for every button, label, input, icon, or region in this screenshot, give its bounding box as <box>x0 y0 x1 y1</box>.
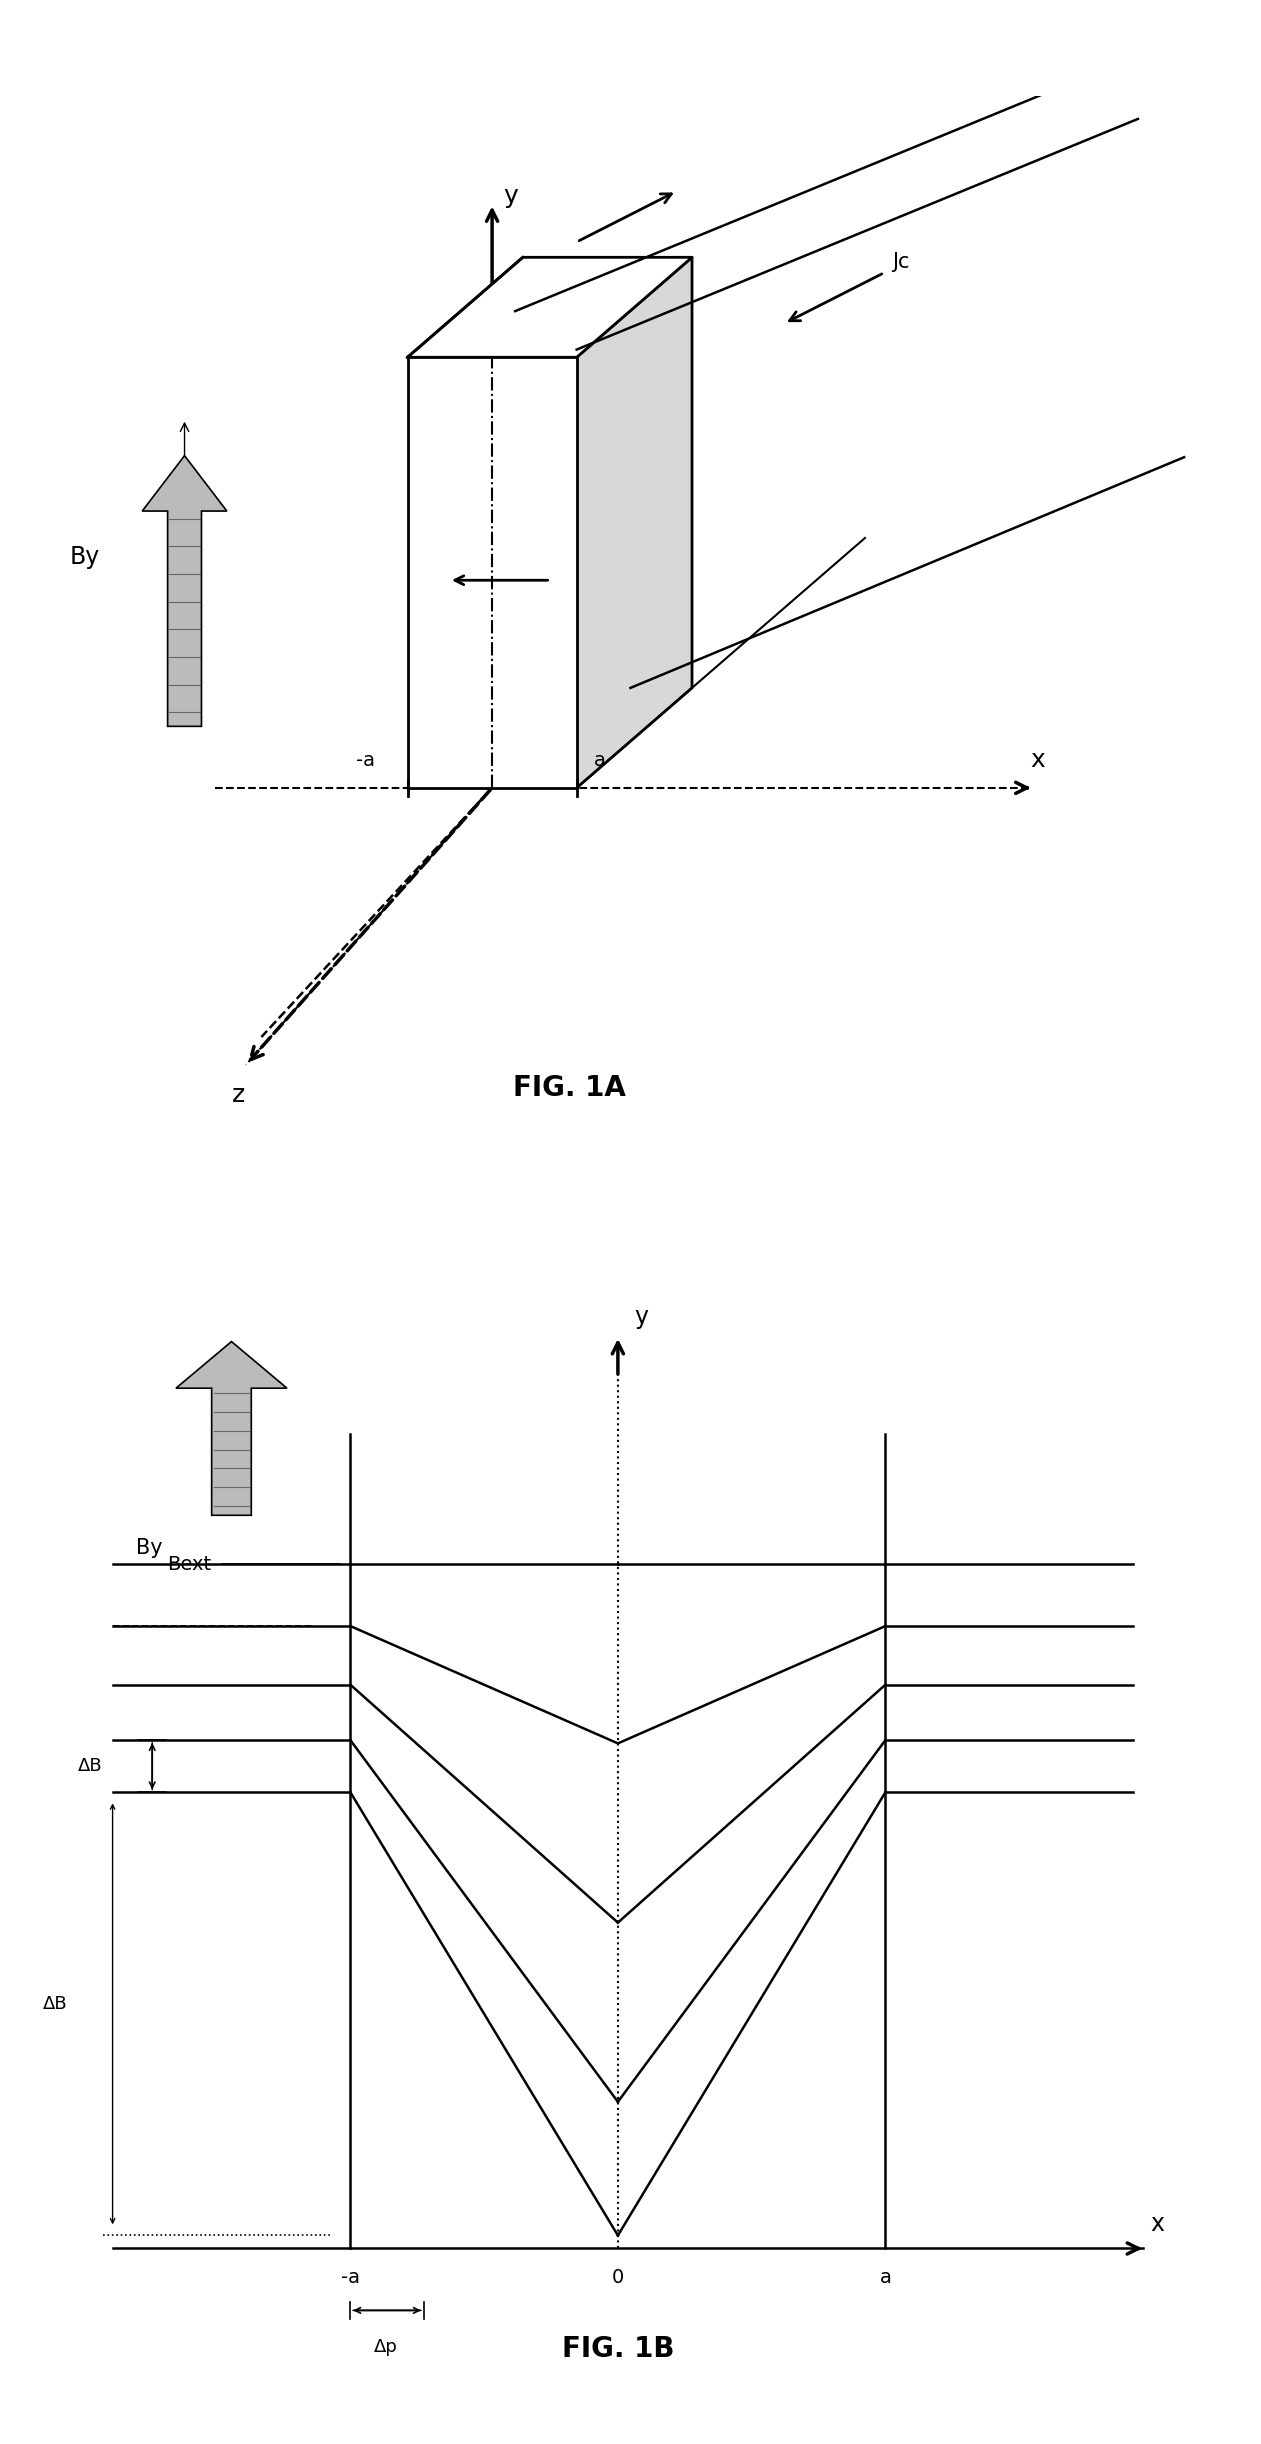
Text: Δp: Δp <box>375 2339 398 2356</box>
Text: 0: 0 <box>612 2268 624 2288</box>
Text: x: x <box>1150 2212 1164 2236</box>
Text: By: By <box>135 1537 163 1557</box>
Text: FIG. 1A: FIG. 1A <box>512 1073 625 1102</box>
Text: y: y <box>503 183 518 208</box>
Polygon shape <box>407 257 692 357</box>
Text: -a: -a <box>340 2268 359 2288</box>
Text: -a: -a <box>357 750 376 770</box>
FancyArrow shape <box>177 1342 288 1515</box>
Text: a: a <box>594 750 605 770</box>
Text: FIG. 1B: FIG. 1B <box>561 2336 675 2363</box>
Text: x: x <box>1030 748 1045 772</box>
Text: ΔB: ΔB <box>78 1757 102 1774</box>
Text: Jc: Jc <box>892 252 909 271</box>
Text: -Jc: -Jc <box>556 269 583 288</box>
Polygon shape <box>576 257 692 787</box>
Text: a: a <box>879 2268 892 2288</box>
Text: ΔB: ΔB <box>43 1994 67 2014</box>
Text: Bext: Bext <box>168 1554 212 1574</box>
Text: y: y <box>634 1305 648 1330</box>
FancyArrow shape <box>142 455 227 726</box>
Polygon shape <box>407 357 576 787</box>
Text: z: z <box>232 1083 245 1107</box>
Text: By: By <box>69 545 100 569</box>
